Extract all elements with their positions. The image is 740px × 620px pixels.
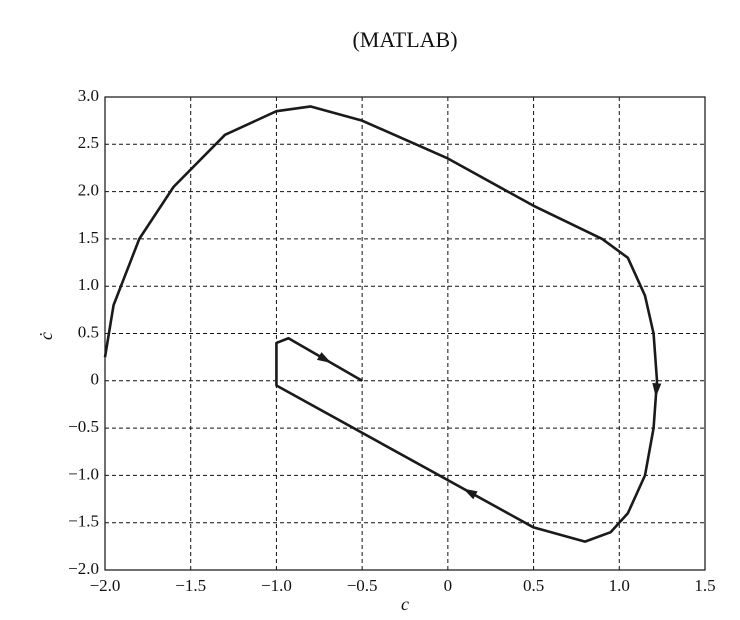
y-tick-label: −1.0 [68,464,99,483]
y-tick-label: 2.0 [78,181,99,200]
direction-arrow [316,352,332,364]
y-axis-label: ċ [36,332,56,340]
x-tick-label: −1.5 [175,576,206,595]
x-tick-label: 0.5 [523,576,544,595]
y-tick-label: 0.5 [78,322,99,341]
plot-frame [104,96,706,571]
x-tick-label: 0 [444,576,453,595]
direction-arrow [652,382,662,398]
y-tick-label: −0.5 [68,417,99,436]
y-tick-label: 1.0 [78,275,99,294]
trajectory [103,105,659,543]
x-tick-label: −1.0 [261,576,292,595]
y-tick-label: 1.5 [78,228,99,247]
x-tick-label: −0.5 [347,576,378,595]
y-tick-label: 0 [91,370,100,389]
x-tick-label: 1.0 [609,576,630,595]
y-tick-label: 2.5 [78,133,99,152]
x-tick-label: −2.0 [90,576,121,595]
chart-title: (MATLAB) [352,27,457,52]
x-tick-label: 1.5 [694,576,715,595]
x-axis-label: c [401,594,409,614]
y-tick-label: 3.0 [78,86,99,105]
y-tick-label: −2.0 [68,559,99,578]
y-tick-label: −1.5 [68,512,99,531]
direction-arrow [463,488,478,500]
